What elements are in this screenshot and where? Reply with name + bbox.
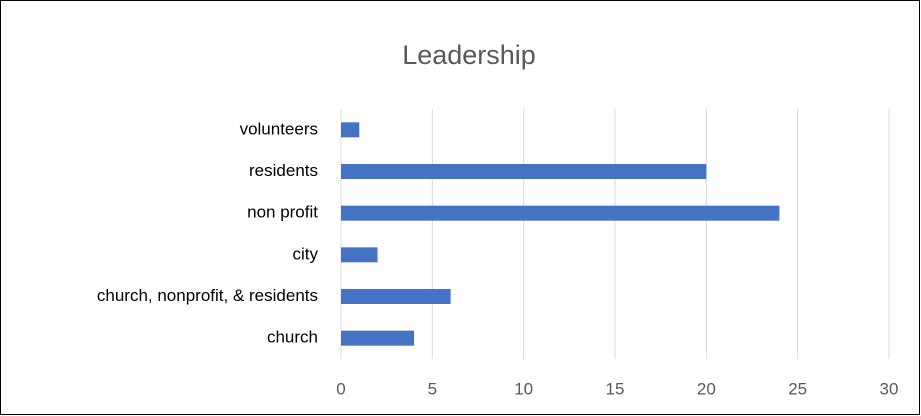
bar <box>341 205 780 221</box>
bar <box>341 289 451 304</box>
bar <box>341 122 360 138</box>
x-tick-label: 10 <box>514 379 533 398</box>
bar <box>341 164 707 179</box>
x-tick-label: 20 <box>697 379 716 398</box>
chart-title: Leadership <box>402 40 536 70</box>
y-tick-label: church <box>267 328 318 347</box>
y-tick-label: church, nonprofit, & residents <box>97 286 318 305</box>
bar <box>341 330 415 346</box>
y-tick-label: city <box>293 244 319 263</box>
bar <box>341 247 378 263</box>
x-tick-label: 5 <box>428 379 437 398</box>
y-tick-label: non profit <box>247 203 318 222</box>
x-tick-label: 25 <box>788 379 807 398</box>
y-tick-label: residents <box>249 161 318 180</box>
x-tick-label: 15 <box>606 379 625 398</box>
y-tick-label: volunteers <box>240 119 318 138</box>
x-tick-label: 30 <box>880 379 899 398</box>
x-tick-label: 0 <box>336 379 345 398</box>
